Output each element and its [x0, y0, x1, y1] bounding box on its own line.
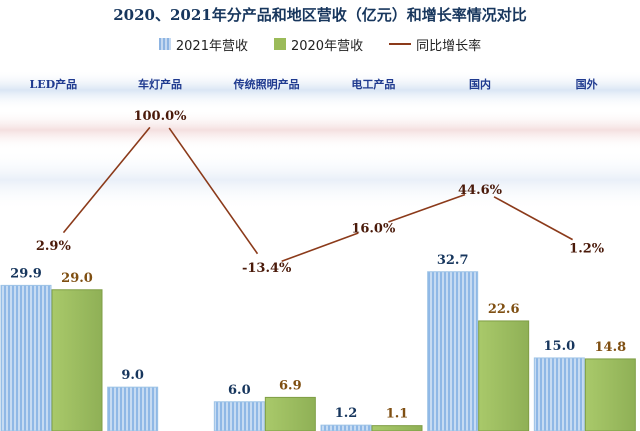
legend-swatch-growth [389, 43, 412, 45]
bar-2020 [264, 396, 316, 431]
bar-value-label-2020: 22.6 [488, 302, 520, 317]
bar-2020 [478, 320, 530, 431]
bar-value-label-2021: 15.0 [543, 339, 575, 354]
bar-value-label-2020: 6.9 [279, 378, 302, 393]
legend-item-2020: 2020年营收 [273, 35, 364, 54]
labels-layer: LED产品 车灯产品 传统照明产品 电工产品 国内 国外 29.9 29.0 9.0 6.0 6.9… [10, 77, 626, 422]
bar-value-label-2021: 1.2 [335, 406, 358, 421]
bar-value-label-2020: 29.0 [61, 271, 93, 286]
category-label: 车灯产品 [138, 77, 182, 91]
legend-swatch-2020 [273, 38, 286, 50]
legend-label-2021: 2021年营收 [175, 38, 248, 54]
bar-2021 [320, 424, 372, 431]
growth-line-segment [493, 196, 573, 241]
bar-value-label-2020: 14.8 [594, 340, 626, 355]
background-band [0, 150, 640, 210]
bars-layer [0, 271, 636, 431]
growth-line-segment [388, 193, 466, 223]
background-band [0, 110, 640, 150]
growth-value-label: -13.4% [242, 261, 292, 276]
legend-item-2021: 2021年营收 [158, 35, 248, 54]
growth-value-label: 1.2% [569, 241, 605, 256]
legend-label-growth: 同比增长率 [416, 38, 482, 54]
legend-item-growth: 同比增长率 [389, 35, 481, 54]
bar-value-label-2021: 9.0 [121, 368, 144, 383]
legend: 2021年营收 2020年营收 同比增长率 [0, 34, 640, 54]
line-layer [62, 126, 573, 263]
legend-label-2020: 2020年营收 [290, 38, 364, 54]
bar-2021 [533, 357, 585, 431]
chart-title: 2020、2021年分产品和地区营收（亿元）和增长率情况对比 [113, 6, 527, 24]
bar-value-label-2021: 32.7 [437, 253, 469, 268]
growth-value-label: 2.9% [36, 239, 72, 254]
growth-value-label: 100.0% [133, 109, 187, 124]
growth-value-label: 44.6% [458, 183, 503, 198]
bar-2021 [0, 284, 52, 431]
background-band [0, 70, 640, 110]
bar-value-label-2020: 1.1 [386, 407, 409, 422]
bar-2020 [51, 289, 103, 431]
category-label: LED产品 [29, 77, 77, 91]
bar-2020 [371, 425, 423, 431]
bar-value-label-2021: 6.0 [228, 383, 251, 398]
category-label: 传统照明产品 [233, 77, 300, 91]
bar-2021 [427, 271, 479, 431]
growth-line-segment [62, 126, 151, 234]
bar-2021 [213, 401, 265, 431]
bar-2021 [107, 386, 159, 431]
growth-line-segment [168, 127, 259, 255]
growth-line-segment [281, 232, 359, 263]
category-label: 国内 [469, 77, 491, 91]
bar-2020 [584, 358, 636, 431]
growth-value-label: 16.0% [351, 221, 396, 236]
legend-swatch-2021 [158, 38, 171, 50]
category-label: 国外 [576, 77, 598, 91]
category-label: 电工产品 [351, 77, 395, 91]
bar-value-label-2021: 29.9 [10, 266, 42, 281]
